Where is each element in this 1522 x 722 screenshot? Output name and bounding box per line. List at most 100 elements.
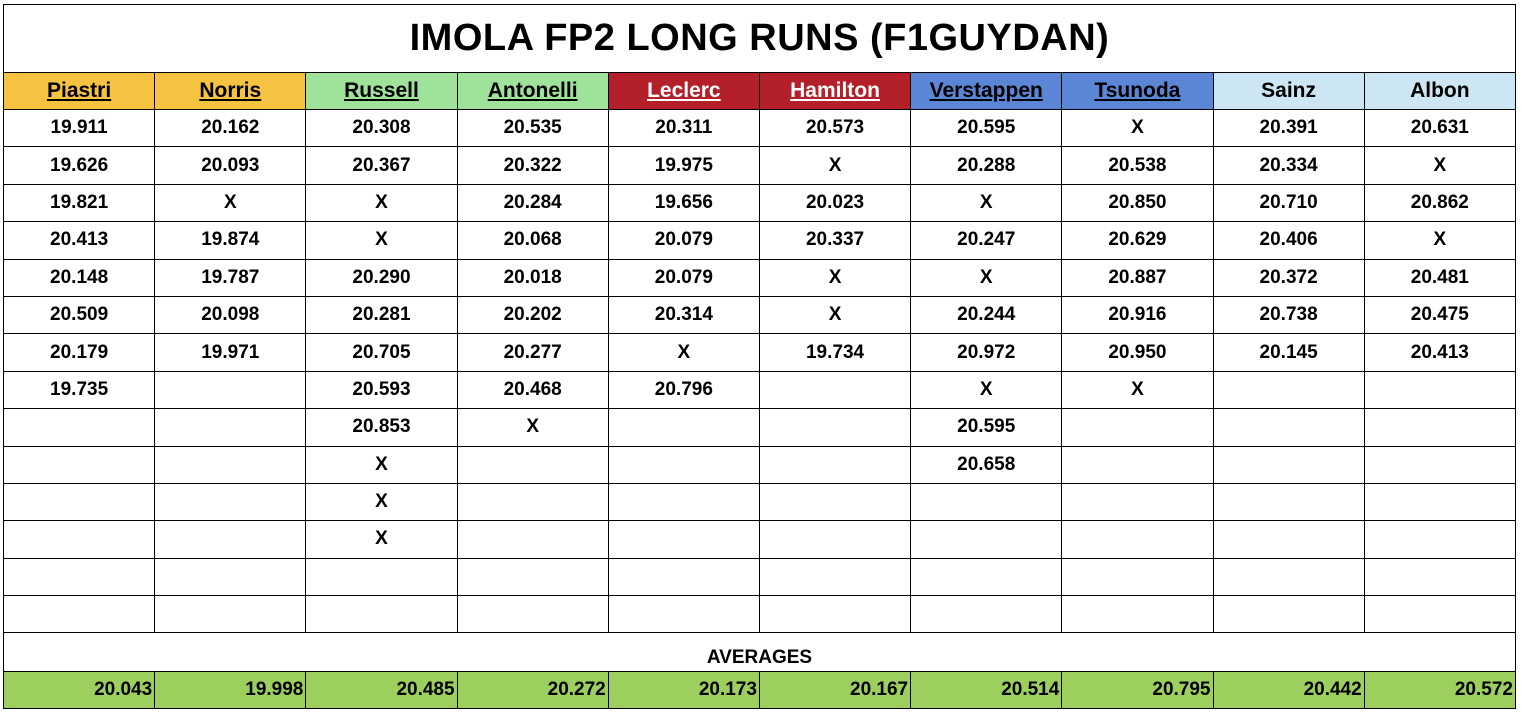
lap-time-cell[interactable]: [456, 595, 609, 634]
average-cell-russell[interactable]: 20.485: [305, 671, 458, 710]
lap-time-cell[interactable]: 20.322: [456, 146, 609, 185]
lap-time-cell[interactable]: 20.658: [910, 445, 1063, 484]
lap-time-cell[interactable]: [1363, 557, 1516, 597]
lap-time-cell[interactable]: 20.406: [1212, 221, 1365, 260]
lap-time-cell[interactable]: 20.334: [1212, 146, 1365, 185]
lap-time-cell[interactable]: 20.284: [456, 183, 609, 223]
lap-time-cell[interactable]: [154, 595, 307, 634]
lap-time-cell[interactable]: [1212, 408, 1365, 447]
lap-time-cell[interactable]: [910, 520, 1063, 559]
lap-time-cell[interactable]: 20.916: [1061, 295, 1214, 335]
lap-time-cell[interactable]: [1363, 482, 1516, 522]
lap-time-cell[interactable]: 20.629: [1061, 221, 1214, 260]
lap-time-cell[interactable]: X: [607, 333, 760, 372]
lap-time-cell[interactable]: [154, 370, 307, 410]
lap-time-cell[interactable]: [1061, 595, 1214, 634]
lap-time-cell[interactable]: 20.288: [910, 146, 1063, 185]
lap-time-cell[interactable]: 20.068: [456, 221, 609, 260]
lap-time-cell[interactable]: 20.244: [910, 295, 1063, 335]
lap-time-cell[interactable]: 19.971: [154, 333, 307, 372]
lap-time-cell[interactable]: 19.787: [154, 258, 307, 297]
driver-header-albon[interactable]: Albon: [1363, 72, 1516, 110]
lap-time-cell[interactable]: 20.413: [2, 221, 156, 260]
lap-time-cell[interactable]: 20.202: [456, 295, 609, 335]
lap-time-cell[interactable]: 20.079: [607, 258, 760, 297]
lap-time-cell[interactable]: [456, 557, 609, 597]
lap-time-cell[interactable]: [1212, 482, 1365, 522]
lap-time-cell[interactable]: 20.311: [607, 108, 760, 148]
lap-time-cell[interactable]: [607, 482, 760, 522]
lap-time-cell[interactable]: [1363, 370, 1516, 410]
lap-time-cell[interactable]: [607, 445, 760, 484]
lap-time-cell[interactable]: 20.372: [1212, 258, 1365, 297]
lap-time-cell[interactable]: [1212, 445, 1365, 484]
lap-time-cell[interactable]: 19.874: [154, 221, 307, 260]
driver-header-hamilton[interactable]: Hamilton: [758, 72, 912, 110]
driver-header-antonelli[interactable]: Antonelli: [456, 72, 609, 110]
lap-time-cell[interactable]: 19.735: [2, 370, 156, 410]
lap-time-cell[interactable]: 20.468: [456, 370, 609, 410]
lap-time-cell[interactable]: [154, 408, 307, 447]
lap-time-cell[interactable]: 20.862: [1363, 183, 1516, 223]
lap-time-cell[interactable]: [2, 408, 156, 447]
lap-time-cell[interactable]: 20.391: [1212, 108, 1365, 148]
average-cell-tsunoda[interactable]: 20.795: [1061, 671, 1214, 710]
lap-time-cell[interactable]: X: [154, 183, 307, 223]
lap-time-cell[interactable]: [607, 520, 760, 559]
lap-time-cell[interactable]: 19.734: [758, 333, 912, 372]
lap-time-cell[interactable]: [1061, 557, 1214, 597]
lap-time-cell[interactable]: [1363, 520, 1516, 559]
lap-time-cell[interactable]: X: [758, 258, 912, 297]
lap-time-cell[interactable]: [607, 595, 760, 634]
lap-time-cell[interactable]: 20.179: [2, 333, 156, 372]
lap-time-cell[interactable]: 20.705: [305, 333, 458, 372]
lap-time-cell[interactable]: 20.290: [305, 258, 458, 297]
lap-time-cell[interactable]: [1363, 445, 1516, 484]
lap-time-cell[interactable]: X: [758, 146, 912, 185]
lap-time-cell[interactable]: [305, 557, 458, 597]
lap-time-cell[interactable]: [1212, 595, 1365, 634]
average-cell-verstappen[interactable]: 20.514: [910, 671, 1063, 710]
lap-time-cell[interactable]: [456, 482, 609, 522]
lap-time-cell[interactable]: [154, 482, 307, 522]
lap-time-cell[interactable]: 20.162: [154, 108, 307, 148]
lap-time-cell[interactable]: 20.018: [456, 258, 609, 297]
lap-time-cell[interactable]: 20.148: [2, 258, 156, 297]
average-cell-piastri[interactable]: 20.043: [2, 671, 156, 710]
average-cell-albon[interactable]: 20.572: [1363, 671, 1516, 710]
lap-time-cell[interactable]: [1212, 557, 1365, 597]
lap-time-cell[interactable]: 20.023: [758, 183, 912, 223]
lap-time-cell[interactable]: 19.626: [2, 146, 156, 185]
lap-time-cell[interactable]: [1212, 520, 1365, 559]
lap-time-cell[interactable]: [758, 482, 912, 522]
lap-time-cell[interactable]: X: [1363, 146, 1516, 185]
lap-time-cell[interactable]: X: [305, 482, 458, 522]
lap-time-cell[interactable]: [758, 557, 912, 597]
lap-time-cell[interactable]: 20.247: [910, 221, 1063, 260]
lap-time-cell[interactable]: 19.656: [607, 183, 760, 223]
lap-time-cell[interactable]: 20.595: [910, 108, 1063, 148]
lap-time-cell[interactable]: [154, 445, 307, 484]
lap-time-cell[interactable]: 20.277: [456, 333, 609, 372]
lap-time-cell[interactable]: 20.281: [305, 295, 458, 335]
average-cell-norris[interactable]: 19.998: [154, 671, 307, 710]
lap-time-cell[interactable]: 20.538: [1061, 146, 1214, 185]
lap-time-cell[interactable]: X: [305, 183, 458, 223]
lap-time-cell[interactable]: 20.738: [1212, 295, 1365, 335]
lap-time-cell[interactable]: [758, 520, 912, 559]
lap-time-cell[interactable]: [2, 445, 156, 484]
lap-time-cell[interactable]: 20.573: [758, 108, 912, 148]
lap-time-cell[interactable]: 20.145: [1212, 333, 1365, 372]
lap-time-cell[interactable]: [1363, 595, 1516, 634]
driver-header-russell[interactable]: Russell: [305, 72, 458, 110]
lap-time-cell[interactable]: 20.950: [1061, 333, 1214, 372]
lap-time-cell[interactable]: [456, 520, 609, 559]
lap-time-cell[interactable]: [2, 595, 156, 634]
driver-header-sainz[interactable]: Sainz: [1212, 72, 1365, 110]
lap-time-cell[interactable]: 20.475: [1363, 295, 1516, 335]
driver-header-tsunoda[interactable]: Tsunoda: [1061, 72, 1214, 110]
lap-time-cell[interactable]: 20.481: [1363, 258, 1516, 297]
lap-time-cell[interactable]: [305, 595, 458, 634]
average-cell-antonelli[interactable]: 20.272: [456, 671, 609, 710]
lap-time-cell[interactable]: 20.509: [2, 295, 156, 335]
